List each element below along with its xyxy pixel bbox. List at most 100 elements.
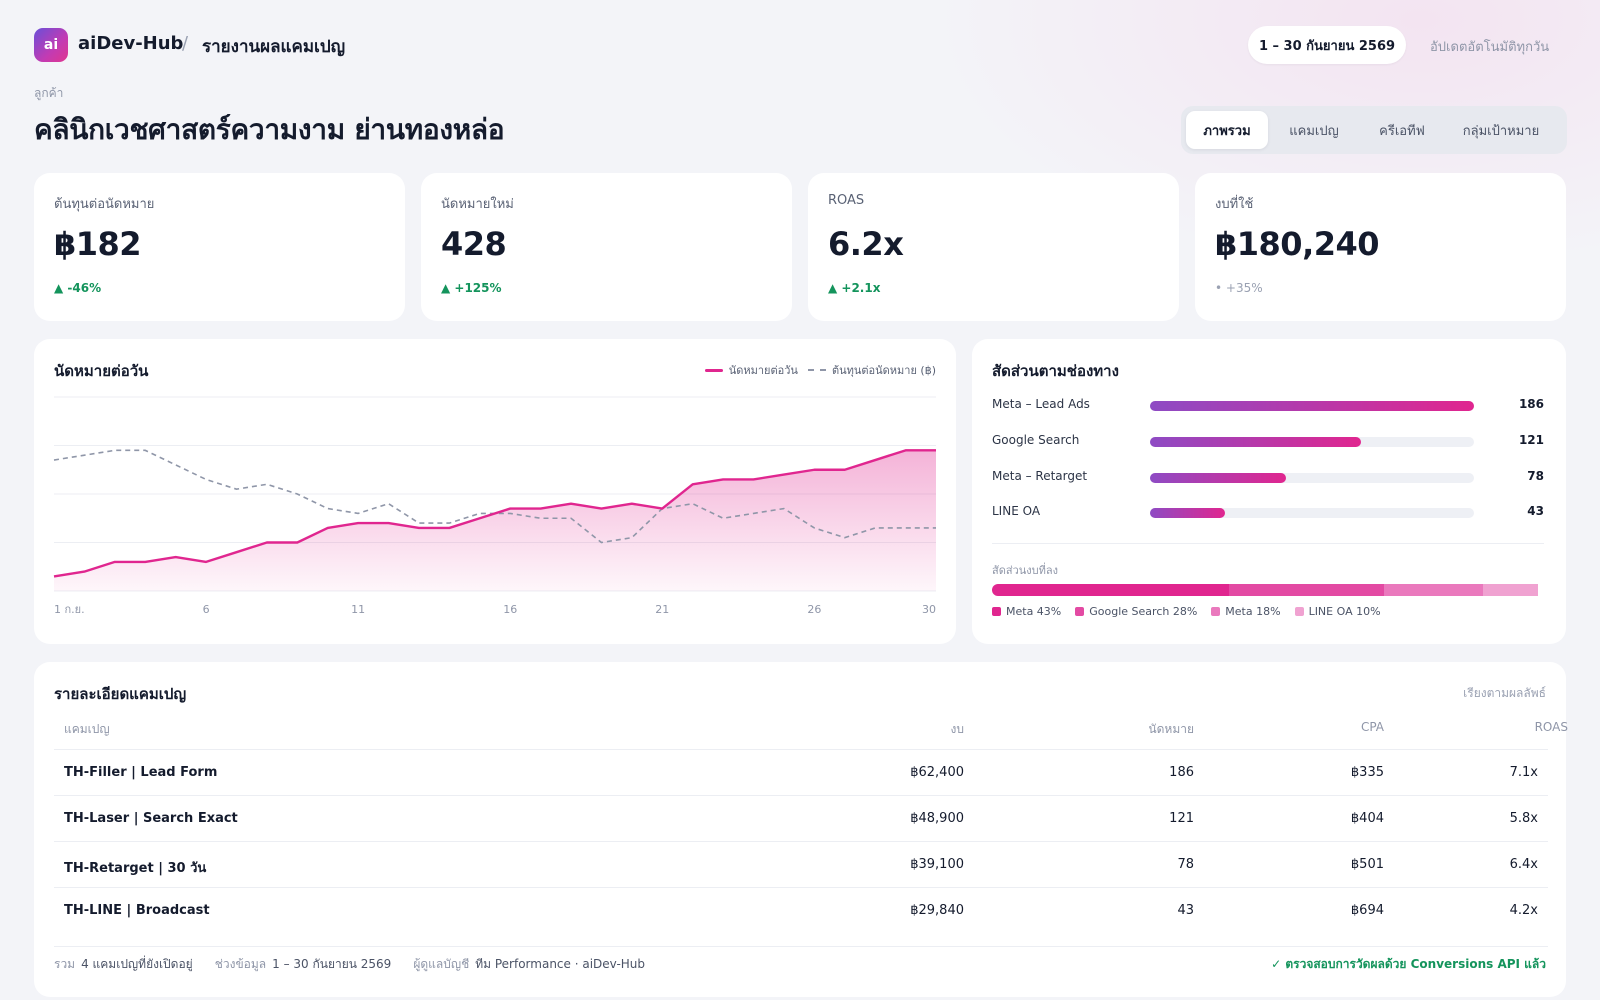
divider xyxy=(54,946,1548,947)
legend-swatch-primary xyxy=(704,368,723,372)
footer-owner-value: ทีม Performance · aiDev-Hub xyxy=(475,957,646,971)
legend-label-secondary: ต้นทุนต่อนัดหมาย (฿) xyxy=(831,364,936,377)
footer-total-value: 4 แคมเปญที่ยังเปิดอยู่ xyxy=(81,957,193,971)
channel-bar-fill xyxy=(1150,401,1474,411)
channel-bar-fill xyxy=(1150,473,1286,483)
logo-icon: ai xyxy=(34,28,68,62)
legend-swatch-secondary xyxy=(807,369,826,371)
kpi-card-budget-spent: งบที่ใช้ ฿180,240 • +35% xyxy=(1195,173,1566,321)
table-row[interactable]: TH-Retarget | 30 วัน ฿39,100 78 ฿501 6.4… xyxy=(54,841,1548,887)
cell-cpa: ฿404 xyxy=(1350,811,1384,826)
budget-segment-meta xyxy=(992,584,1230,596)
legend-label: Meta 18% xyxy=(1225,605,1281,618)
budget-segment-meta-retarget xyxy=(1383,584,1484,596)
legend-dot xyxy=(1294,607,1304,616)
channel-bar-track xyxy=(1150,401,1474,411)
channel-row: Google Search 121 xyxy=(992,431,1544,451)
cell-roas: 4.2x xyxy=(1509,903,1538,918)
table-footer: รวม 4 แคมเปญที่ยังเปิดอยู่ ช่วงข้อมูล 1 – … xyxy=(54,955,667,974)
channel-row: Meta – Lead Ads 186 xyxy=(992,395,1544,415)
legend-dot xyxy=(1075,607,1085,616)
channel-bar-fill xyxy=(1150,508,1225,518)
cell-campaign: TH-LINE | Broadcast xyxy=(64,903,210,918)
x-tick-label: 26 xyxy=(807,603,821,616)
x-tick-label: 30 xyxy=(922,603,936,616)
cell-campaign: TH-Retarget | 30 วัน xyxy=(64,861,207,876)
x-tick-label: 21 xyxy=(655,603,669,616)
footer-range-key: ช่วงข้อมูล xyxy=(214,957,267,971)
cell-roas: 6.4x xyxy=(1509,857,1538,872)
channel-title: สัดส่วนตามช่องทาง xyxy=(992,362,1119,380)
legend-label-primary: นัดหมายต่อวัน xyxy=(728,364,798,377)
appointments-area xyxy=(54,450,936,591)
tab-creatives[interactable]: ครีเอทีฟ xyxy=(1379,123,1425,139)
campaign-details-card: รายละเอียดแคมเปญ เรียงตามผลลัพธ์ แคมเปญ … xyxy=(34,662,1568,997)
kpi-value: 428 xyxy=(441,225,507,263)
channel-bar-track xyxy=(1150,473,1474,483)
cell-budget: ฿48,900 xyxy=(910,811,964,826)
cell-roas: 7.1x xyxy=(1509,765,1538,780)
brand-name[interactable]: aiDev-Hub xyxy=(78,33,184,54)
table-row[interactable]: TH-LINE | Broadcast ฿29,840 43 ฿694 4.2x xyxy=(54,887,1548,933)
breadcrumb-current: รายงานผลแคมเปญ xyxy=(202,37,346,57)
cell-cpa: ฿694 xyxy=(1350,903,1384,918)
channel-row: LINE OA 43 xyxy=(992,502,1544,522)
kpi-delta: ▲ +125% xyxy=(441,281,502,295)
budget-split-label: สัดส่วนงบที่ลง xyxy=(992,564,1058,577)
channel-bar-track xyxy=(1150,508,1474,518)
x-tick-label: 11 xyxy=(351,603,365,616)
column-header-appointments[interactable]: นัดหมาย xyxy=(1148,722,1194,736)
tab-overview[interactable]: ภาพรวม xyxy=(1186,111,1268,149)
chart-legend: นัดหมายต่อวัน ต้นทุนต่อนัดหมาย (฿) xyxy=(704,361,936,379)
conversions-api-verified-badge: ✓ ตรวจสอบการวัดผลด้วย Conversions API แล… xyxy=(1271,957,1546,971)
legend-dot xyxy=(1211,607,1221,616)
kpi-delta: ▲ +2.1x xyxy=(828,281,881,295)
table-row[interactable]: TH-Laser | Search Exact ฿48,900 121 ฿404… xyxy=(54,795,1548,841)
divider xyxy=(992,543,1544,544)
footer-range-value: 1 – 30 กันยายน 2569 xyxy=(272,957,392,971)
page-title: คลินิกเวชศาสตร์ความงาม ย่านทองหล่อ xyxy=(34,113,505,146)
cell-roas: 5.8x xyxy=(1509,811,1538,826)
column-header-roas[interactable]: ROAS xyxy=(1534,720,1568,734)
kpi-delta: ▲ -46% xyxy=(54,281,102,295)
cell-campaign: TH-Laser | Search Exact xyxy=(64,811,238,826)
budget-segment-line xyxy=(1483,584,1539,596)
table-row[interactable]: TH-Filler | Lead Form ฿62,400 186 ฿335 7… xyxy=(54,749,1548,795)
kpi-value: ฿182 xyxy=(54,225,142,263)
kpi-label: งบที่ใช้ xyxy=(1215,197,1254,212)
column-header-budget[interactable]: งบ xyxy=(950,722,964,736)
client-label: ลูกค้า xyxy=(34,86,64,100)
x-tick-label: 1 ก.ย. xyxy=(54,603,85,616)
chart-title: นัดหมายต่อวัน xyxy=(54,362,149,380)
legend-label: LINE OA 10% xyxy=(1308,605,1381,618)
legend-label: Google Search 28% xyxy=(1089,605,1198,618)
breadcrumb-separator: / xyxy=(182,33,189,54)
legend-item: Meta 18% xyxy=(1211,605,1281,618)
kpi-label: นัดหมายใหม่ xyxy=(441,197,514,212)
channel-value: 121 xyxy=(1518,433,1544,447)
column-header-cpa[interactable]: CPA xyxy=(1360,720,1384,734)
view-tabs: ภาพรวม แคมเปญ ครีเอทีฟ กลุ่มเป้าหมาย xyxy=(1181,106,1567,154)
kpi-card-cpa: ต้นทุนต่อนัดหมาย ฿182 ▲ -46% xyxy=(34,173,405,321)
channel-bar-track xyxy=(1150,437,1474,447)
date-range-picker[interactable]: 1 – 30 กันยายน 2569 xyxy=(1248,26,1406,64)
auto-update-note: อัปเดตอัตโนมัติทุกวัน xyxy=(1430,40,1550,55)
channel-name: Google Search xyxy=(992,433,1080,447)
channel-name: LINE OA xyxy=(992,504,1041,518)
daily-line-chart: 1 ก.ย. 6 11 16 21 26 30 xyxy=(53,396,936,616)
legend-dot xyxy=(992,607,1001,616)
kpi-card-roas: ROAS 6.2x ▲ +2.1x xyxy=(808,173,1179,321)
channel-name: Meta – Lead Ads xyxy=(992,397,1090,411)
tab-audiences[interactable]: กลุ่มเป้าหมาย xyxy=(1462,123,1540,139)
channel-bar-fill xyxy=(1150,437,1361,447)
cell-campaign: TH-Filler | Lead Form xyxy=(64,765,218,780)
kpi-label: ต้นทุนต่อนัดหมาย xyxy=(54,197,155,212)
column-header-campaign[interactable]: แคมเปญ xyxy=(64,722,110,736)
kpi-value: ฿180,240 xyxy=(1215,225,1380,263)
tab-campaigns[interactable]: แคมเปญ xyxy=(1289,123,1339,139)
legend-item: Meta 43% xyxy=(992,605,1061,618)
channel-row: Meta – Retarget 78 xyxy=(992,467,1544,487)
sort-control[interactable]: เรียงตามผลลัพธ์ xyxy=(1463,686,1546,700)
cell-appointments: 78 xyxy=(1177,857,1194,872)
legend-item: Google Search 28% xyxy=(1075,605,1197,618)
